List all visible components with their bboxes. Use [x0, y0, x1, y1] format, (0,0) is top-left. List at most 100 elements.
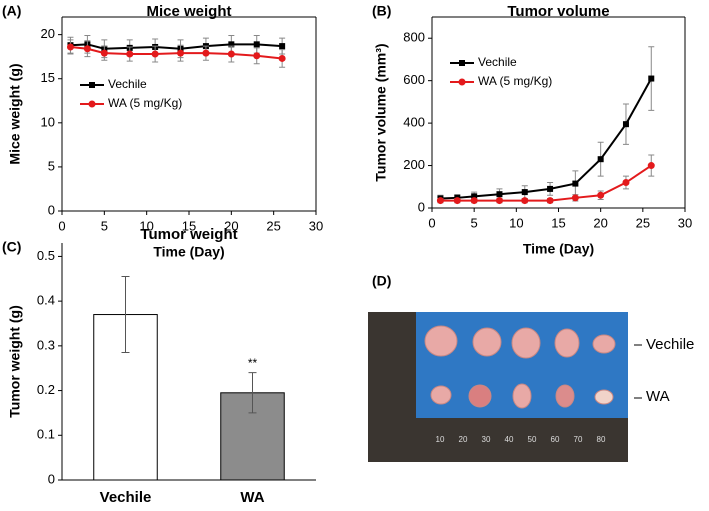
marker: [202, 49, 210, 57]
ruler-horizontal: [416, 418, 628, 462]
legend-label: Vechile: [108, 77, 147, 91]
x-tick-label: 20: [224, 218, 238, 233]
ruler-label: 10: [436, 435, 445, 444]
marker: [547, 185, 554, 192]
tumor: [512, 383, 532, 409]
x-tick-label: 15: [551, 215, 565, 230]
panel-label: (A): [2, 3, 21, 19]
panel-label: (D): [372, 273, 391, 289]
photo: (D) Vechile WA: [368, 273, 694, 462]
series-line: [440, 78, 653, 200]
marker: [151, 50, 159, 58]
x-tick-label: 30: [309, 218, 323, 233]
y-axis-label: Mice weight (g): [7, 63, 23, 164]
tumor: [511, 327, 541, 359]
tumor: [554, 328, 580, 358]
legend-label: WA (5 mg/Kg): [108, 96, 182, 110]
marker: [648, 75, 655, 82]
panel-label: (B): [372, 3, 391, 19]
marker: [546, 197, 554, 205]
x-tick-label: Vechile: [100, 489, 152, 506]
tumor: [468, 384, 492, 408]
marker: [253, 52, 261, 60]
tumor: [555, 384, 575, 408]
marker: [470, 197, 478, 205]
y-axis-label: Tumor weight (g): [7, 305, 23, 418]
series-line: [70, 45, 283, 60]
tumor: [430, 385, 452, 405]
x-tick-label: 25: [636, 215, 650, 230]
chart-title: Tumor volume: [507, 3, 609, 20]
tumor: [424, 325, 458, 357]
y-tick-label: 0.4: [37, 293, 55, 308]
x-tick-label: 20: [593, 215, 607, 230]
ruler-label: 20: [459, 435, 468, 444]
legend-marker: [459, 60, 465, 66]
tumor: [594, 389, 614, 405]
marker: [126, 50, 134, 58]
marker: [647, 162, 655, 170]
x-tick-label: 0: [428, 215, 435, 230]
bar: [220, 392, 285, 481]
marker: [572, 180, 579, 187]
ruler-vertical: [368, 312, 416, 462]
marker: [227, 50, 235, 58]
ruler-label: 30: [482, 435, 491, 444]
chart-title: Tumor weight: [140, 226, 237, 243]
x-tick-label: WA: [240, 489, 264, 506]
x-axis-label: Time (Day): [153, 244, 224, 260]
y-axis-label: Tumor volume (mm³): [373, 43, 389, 181]
legend-label: WA (5 mg/Kg): [478, 74, 552, 88]
y-tick-label: 0: [48, 471, 55, 486]
group-label: WA: [646, 388, 670, 405]
x-tick-label: 5: [471, 215, 478, 230]
marker: [471, 193, 478, 200]
y-tick-label: 10: [41, 114, 55, 129]
y-tick-label: 0.5: [37, 248, 55, 263]
tumor: [472, 327, 502, 357]
chart-title: Mice weight: [146, 3, 231, 20]
y-tick-label: 5: [48, 158, 55, 173]
marker: [436, 197, 444, 205]
y-tick-label: 0.3: [37, 337, 55, 352]
x-tick-label: 0: [58, 218, 65, 233]
series-line: [70, 43, 283, 50]
marker: [496, 191, 503, 198]
legend-marker: [88, 100, 96, 108]
error-bar: [248, 372, 257, 414]
marker: [622, 179, 630, 187]
y-tick-label: 800: [403, 30, 425, 45]
marker: [100, 49, 108, 57]
marker: [571, 194, 579, 202]
y-tick-label: 600: [403, 72, 425, 87]
y-tick-label: 400: [403, 115, 425, 130]
x-tick-label: 5: [101, 218, 108, 233]
ruler-label: 50: [528, 435, 537, 444]
marker: [66, 43, 74, 51]
x-tick-label: 10: [509, 215, 523, 230]
series-line: [440, 164, 652, 202]
legend-marker: [89, 82, 95, 88]
marker: [622, 121, 629, 128]
y-tick-label: 0: [418, 199, 425, 214]
y-tick-label: 0.1: [37, 427, 55, 442]
marker: [495, 197, 503, 205]
y-tick-label: 0: [48, 202, 55, 217]
marker: [177, 49, 185, 57]
legend-label: Vechile: [478, 55, 517, 69]
ruler-label: 70: [574, 435, 583, 444]
marker: [597, 156, 604, 163]
y-tick-label: 20: [41, 26, 55, 41]
x-tick-label: 10: [139, 218, 153, 233]
marker: [453, 197, 461, 205]
annotation: **: [248, 356, 258, 370]
y-tick-label: 0.2: [37, 382, 55, 397]
marker: [279, 43, 286, 50]
x-tick-label: 25: [266, 218, 280, 233]
legend-marker: [458, 78, 466, 86]
y-tick-label: 15: [41, 70, 55, 85]
y-tick-label: 200: [403, 157, 425, 172]
x-tick-label: 30: [678, 215, 692, 230]
marker: [83, 45, 91, 53]
